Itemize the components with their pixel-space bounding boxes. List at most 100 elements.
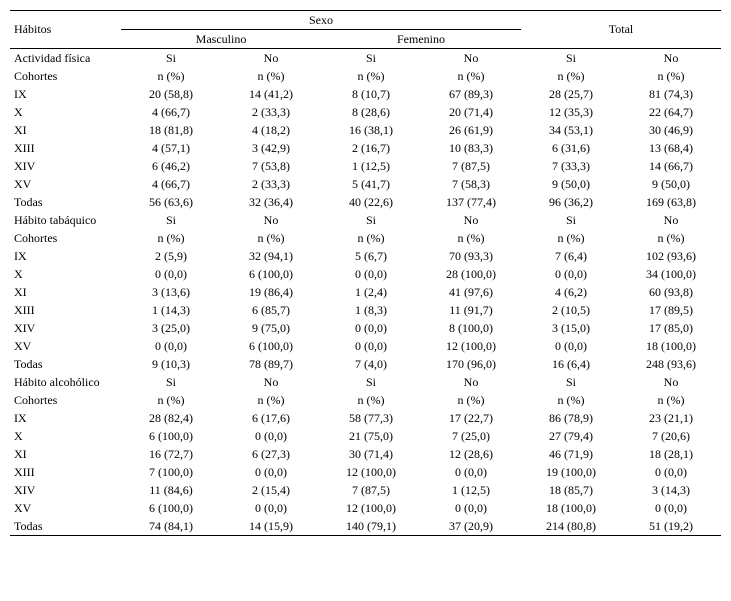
row-label: X xyxy=(10,427,121,445)
cell: 67 (89,3) xyxy=(421,85,521,103)
cell: 37 (20,9) xyxy=(421,517,521,536)
data-row: Todas56 (63,6)32 (36,4)40 (22,6)137 (77,… xyxy=(10,193,721,211)
cell: 26 (61,9) xyxy=(421,121,521,139)
cell: 28 (82,4) xyxy=(121,409,221,427)
cell: 3 (14,3) xyxy=(621,481,721,499)
cell: 1 (12,5) xyxy=(321,157,421,175)
header-femenino: Femenino xyxy=(321,30,521,49)
data-row: XIV11 (84,6)2 (15,4)7 (87,5)1 (12,5)18 (… xyxy=(10,481,721,499)
cell: 17 (85,0) xyxy=(621,319,721,337)
row-label: IX xyxy=(10,409,121,427)
row-label: XIV xyxy=(10,157,121,175)
cell: No xyxy=(221,49,321,68)
header-masculino: Masculino xyxy=(121,30,321,49)
cell: 32 (36,4) xyxy=(221,193,321,211)
row-label: Hábito tabáquico xyxy=(10,211,121,229)
cell: 78 (89,7) xyxy=(221,355,321,373)
data-table: Hábitos Sexo Total Masculino Femenino Ac… xyxy=(10,10,721,536)
cell: n (%) xyxy=(321,391,421,409)
row-label: Actividad física xyxy=(10,49,121,68)
row-label: XV xyxy=(10,499,121,517)
table-body: Actividad físicaSiNoSiNoSiNoCohortesn (%… xyxy=(10,49,721,536)
row-label: Hábito alcohólico xyxy=(10,373,121,391)
cell: 0 (0,0) xyxy=(321,319,421,337)
subheader-row: Cohortesn (%)n (%)n (%)n (%)n (%)n (%) xyxy=(10,67,721,85)
cell: 7 (58,3) xyxy=(421,175,521,193)
cell: 7 (6,4) xyxy=(521,247,621,265)
cell: n (%) xyxy=(321,67,421,85)
cell: 9 (50,0) xyxy=(621,175,721,193)
cell: 4 (6,2) xyxy=(521,283,621,301)
cell: 7 (4,0) xyxy=(321,355,421,373)
row-label: XI xyxy=(10,445,121,463)
row-label: Cohortes xyxy=(10,391,121,409)
cell: 4 (18,2) xyxy=(221,121,321,139)
cell: n (%) xyxy=(421,229,521,247)
cell: No xyxy=(621,211,721,229)
header-total: Total xyxy=(521,11,721,49)
header-sexo: Sexo xyxy=(121,11,521,30)
cell: Si xyxy=(121,373,221,391)
cell: 0 (0,0) xyxy=(221,427,321,445)
cell: 34 (53,1) xyxy=(521,121,621,139)
cell: 0 (0,0) xyxy=(121,265,221,283)
cell: 16 (6,4) xyxy=(521,355,621,373)
cell: 7 (100,0) xyxy=(121,463,221,481)
cell: n (%) xyxy=(121,391,221,409)
cell: 11 (91,7) xyxy=(421,301,521,319)
cell: 34 (100,0) xyxy=(621,265,721,283)
cell: 6 (100,0) xyxy=(221,265,321,283)
cell: n (%) xyxy=(521,229,621,247)
cell: 9 (50,0) xyxy=(521,175,621,193)
cell: 2 (33,3) xyxy=(221,103,321,121)
cell: 214 (80,8) xyxy=(521,517,621,536)
cell: 0 (0,0) xyxy=(221,499,321,517)
row-label: XI xyxy=(10,121,121,139)
cell: n (%) xyxy=(421,391,521,409)
cell: 4 (66,7) xyxy=(121,175,221,193)
cell: 16 (72,7) xyxy=(121,445,221,463)
cell: 2 (33,3) xyxy=(221,175,321,193)
table-header: Hábitos Sexo Total Masculino Femenino xyxy=(10,11,721,49)
data-row: XIII7 (100,0)0 (0,0)12 (100,0)0 (0,0)19 … xyxy=(10,463,721,481)
cell: 8 (28,6) xyxy=(321,103,421,121)
cell: No xyxy=(621,373,721,391)
cell: 20 (58,8) xyxy=(121,85,221,103)
row-label: IX xyxy=(10,247,121,265)
section-header-row: Hábito alcohólicoSiNoSiNoSiNo xyxy=(10,373,721,391)
data-row: XI3 (13,6)19 (86,4)1 (2,4)41 (97,6)4 (6,… xyxy=(10,283,721,301)
cell: 2 (10,5) xyxy=(521,301,621,319)
data-row: X0 (0,0)6 (100,0)0 (0,0)28 (100,0)0 (0,0… xyxy=(10,265,721,283)
cell: 0 (0,0) xyxy=(421,463,521,481)
row-label: Todas xyxy=(10,355,121,373)
row-label: XIII xyxy=(10,139,121,157)
cell: 0 (0,0) xyxy=(321,337,421,355)
cell: 3 (13,6) xyxy=(121,283,221,301)
cell: 6 (100,0) xyxy=(121,499,221,517)
cell: 16 (38,1) xyxy=(321,121,421,139)
cell: 22 (64,7) xyxy=(621,103,721,121)
cell: 9 (75,0) xyxy=(221,319,321,337)
data-row: XIV6 (46,2)7 (53,8)1 (12,5)7 (87,5)7 (33… xyxy=(10,157,721,175)
row-label: Cohortes xyxy=(10,67,121,85)
cell: 9 (10,3) xyxy=(121,355,221,373)
cell: 7 (25,0) xyxy=(421,427,521,445)
cell: 13 (68,4) xyxy=(621,139,721,157)
cell: 12 (100,0) xyxy=(321,463,421,481)
row-label: XIV xyxy=(10,319,121,337)
cell: 81 (74,3) xyxy=(621,85,721,103)
row-label: Todas xyxy=(10,517,121,536)
section-header-row: Actividad físicaSiNoSiNoSiNo xyxy=(10,49,721,68)
cell: 8 (10,7) xyxy=(321,85,421,103)
cell: 18 (28,1) xyxy=(621,445,721,463)
data-row: X4 (66,7)2 (33,3)8 (28,6)20 (71,4)12 (35… xyxy=(10,103,721,121)
cell: n (%) xyxy=(621,391,721,409)
cell: Si xyxy=(521,211,621,229)
cell: Si xyxy=(121,49,221,68)
cell: 18 (100,0) xyxy=(521,499,621,517)
cell: 4 (66,7) xyxy=(121,103,221,121)
cell: n (%) xyxy=(121,67,221,85)
section-header-row: Hábito tabáquicoSiNoSiNoSiNo xyxy=(10,211,721,229)
cell: 170 (96,0) xyxy=(421,355,521,373)
cell: 46 (71,9) xyxy=(521,445,621,463)
